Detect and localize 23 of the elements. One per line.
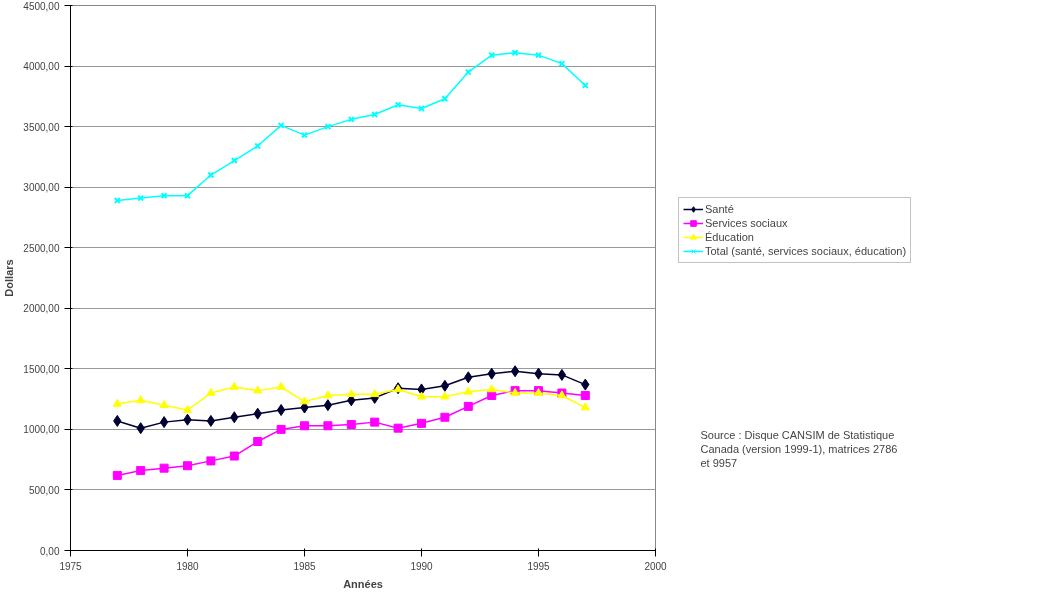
y-tick-label: 500,00 — [28, 484, 60, 496]
y-tick-label: 3000,00 — [23, 182, 60, 194]
legend-label: Services sociaux — [705, 216, 788, 230]
source-note: Source : Disque CANSIM de Statistique Canada (version 1999-1), matrices 2786 et 9957 — [700, 428, 898, 470]
y-tick-label: 1000,00 — [23, 424, 60, 436]
legend-label: Santé — [705, 202, 734, 216]
y-tick-label: 4000,00 — [23, 61, 60, 73]
legend-label: Total (santé, services sociaux, éducation) — [705, 244, 907, 258]
y-axis-title: Dollars — [3, 259, 16, 297]
x-tick-label: 1975 — [59, 560, 83, 572]
x-axis-title: Années — [343, 577, 383, 590]
x-tick-label: 1990 — [410, 560, 434, 572]
y-tick-label: 4500,00 — [23, 0, 60, 12]
y-tick-label: 1500,00 — [23, 363, 60, 375]
legend-label: Éducation — [705, 230, 754, 244]
y-tick-label: 2500,00 — [23, 242, 60, 254]
y-tick-label: 0,00 — [40, 545, 60, 557]
x-tick-label: 1980 — [176, 560, 200, 572]
x-tick-label: 1995 — [527, 560, 551, 572]
x-tick-label: 1985 — [293, 560, 317, 572]
x-tick-label: 2000 — [644, 560, 668, 572]
y-tick-label: 2000,00 — [23, 303, 60, 315]
y-tick-label: 3500,00 — [23, 121, 60, 133]
